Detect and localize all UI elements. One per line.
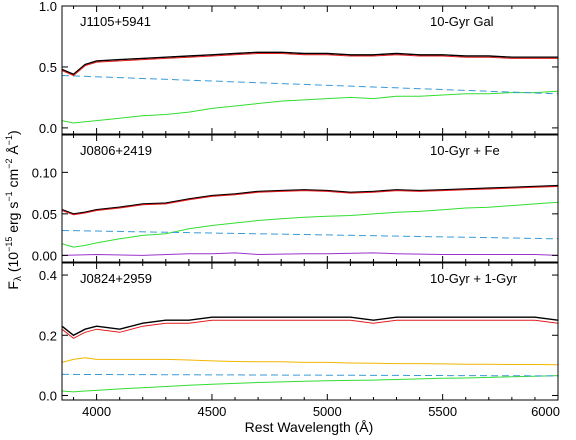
- y-tick-label: 0.0: [39, 121, 57, 136]
- series-line-powerlaw: [62, 373, 558, 377]
- y-tick-label: 0.2: [39, 328, 57, 343]
- x-tick-label: 6000: [531, 404, 560, 419]
- y-tick-label: 0.00: [32, 248, 57, 263]
- series-line-model: [62, 186, 558, 216]
- model-label: 10-Gyr + 1-Gyr: [430, 271, 518, 286]
- series-line-data: [62, 51, 558, 76]
- y-axis-label-exp1: −15: [4, 237, 14, 252]
- model-label: 10-Gyr + Fe: [430, 143, 500, 158]
- panel-1: 0.00 0.05 0.10 J0806+2419 10-Gyr + Fe: [32, 134, 559, 263]
- object-name-label: J0824+2959: [80, 271, 152, 286]
- series-line-powerlaw: [62, 75, 558, 95]
- series-line-gal10: [62, 375, 558, 393]
- panel-frame: [61, 134, 559, 263]
- y-tick-label: 0.05: [32, 207, 57, 222]
- y-tick-label: 0.5: [39, 60, 57, 75]
- object-name-label: J1105+5941: [80, 14, 151, 29]
- y-tick-label: 1.0: [39, 0, 57, 14]
- y-axis-label-exp4: −1: [4, 135, 14, 145]
- series-line-powerlaw: [62, 230, 558, 240]
- x-tick-label: 5500: [428, 404, 457, 419]
- series-line-gal10: [62, 201, 558, 248]
- y-tick-label: 0.4: [39, 268, 57, 283]
- object-name-label: J0806+2419: [80, 143, 152, 158]
- panels: 0.0 0.5 1.0 J1105+5941 10-Gyr Gal 0.00 0.05 0.1…: [32, 0, 560, 419]
- series-line-gal1: [62, 357, 558, 366]
- plot-area: [62, 184, 558, 256]
- panel-frame: [61, 262, 559, 401]
- series-line-gal10: [62, 90, 558, 124]
- y-axis-label-unit2: cm: [5, 169, 21, 192]
- y-tick-label: 0.0: [39, 388, 57, 403]
- series-line-model: [62, 53, 558, 77]
- model-label: 10-Gyr Gal: [430, 14, 494, 29]
- y-axis-label-rest: (10: [5, 252, 21, 276]
- y-axis-label: Fλ (10−15 erg s−1 cm−2 Å−1): [4, 130, 24, 289]
- y-axis-label-close: ): [5, 130, 21, 135]
- x-axis-label: Rest Wavelength (Å): [245, 419, 374, 435]
- y-axis-label-sub: λ: [13, 276, 24, 281]
- y-axis-label-unit3: Å: [5, 145, 21, 159]
- panel-frame: [61, 5, 559, 135]
- y-axis-label-main: F: [5, 281, 21, 290]
- plot-area: [62, 316, 558, 393]
- x-tick-label: 5000: [313, 404, 342, 419]
- series-line-data: [62, 184, 558, 215]
- y-axis-label-exp3: −2: [4, 159, 14, 169]
- y-tick-label: 0.10: [32, 165, 57, 180]
- y-axis-label-unit1: erg s: [5, 202, 21, 237]
- plot-area: [62, 51, 558, 124]
- y-axis-label-exp2: −1: [4, 191, 14, 201]
- series-line-model: [62, 319, 558, 339]
- series-line-iron: [62, 252, 558, 256]
- panel-0: 0.0 0.5 1.0 J1105+5941 10-Gyr Gal: [39, 0, 559, 136]
- x-tick-label: 4500: [197, 404, 226, 419]
- x-tick-label: 4000: [82, 404, 111, 419]
- series-line-data: [62, 316, 558, 337]
- panel-2: 0.0 0.2 0.4 J0824+2959 10-Gyr + 1-Gyr 4000 450…: [39, 262, 560, 419]
